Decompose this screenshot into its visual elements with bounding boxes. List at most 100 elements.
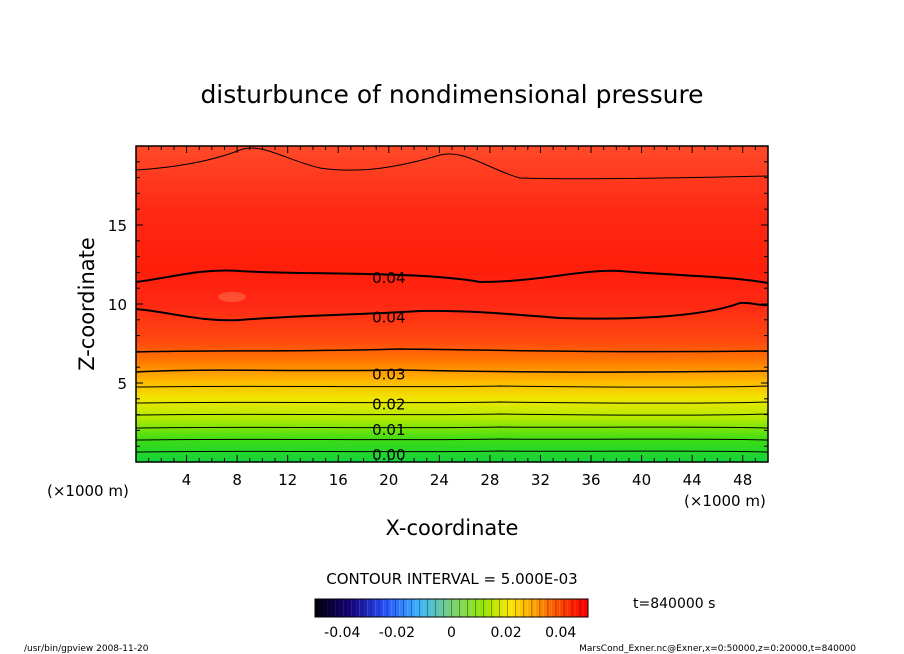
contour-label: 0.04 bbox=[372, 309, 405, 327]
colorbar-cell bbox=[419, 599, 424, 617]
x-tick-label: 40 bbox=[632, 471, 651, 489]
colorbar-tick-label: 0.04 bbox=[545, 625, 576, 641]
colorbar-cell bbox=[411, 599, 416, 617]
colorbar-cell bbox=[459, 599, 464, 617]
colorbar-cell bbox=[487, 599, 492, 617]
x-tick-label: 24 bbox=[430, 471, 449, 489]
x-tick-label: 16 bbox=[329, 471, 348, 489]
x-tick-label: 32 bbox=[531, 471, 550, 489]
colorbar-cell bbox=[379, 599, 384, 617]
colorbar-ticks: -0.04 -0.02 0 0.02 0.04 bbox=[324, 625, 576, 641]
colorbar-cell bbox=[503, 599, 508, 617]
colorbar-cell bbox=[399, 599, 404, 617]
colorbar-cell bbox=[335, 599, 340, 617]
contour-line-0.01 bbox=[136, 426, 768, 429]
contour-line-a bbox=[136, 348, 768, 353]
chart-title: disturbunce of nondimensional pressure bbox=[200, 80, 703, 109]
colorbar-cell bbox=[483, 599, 488, 617]
colorbar-cell bbox=[415, 599, 420, 617]
colorbar-cell bbox=[523, 599, 528, 617]
colorbar-cell bbox=[431, 599, 436, 617]
plot-background bbox=[136, 146, 768, 462]
colorbar-cell bbox=[383, 599, 388, 617]
footer-left: /usr/bin/gpview 2008-11-20 bbox=[24, 644, 149, 654]
y-axis-label: Z-coordinate bbox=[75, 237, 99, 371]
colorbar-cell bbox=[391, 599, 396, 617]
colorbar-tick-label: 0.02 bbox=[491, 625, 522, 641]
colorbar-cell bbox=[423, 599, 428, 617]
x-tick-label: 4 bbox=[182, 471, 192, 489]
colorbar-cell bbox=[499, 599, 504, 617]
contour-line-top bbox=[136, 147, 768, 180]
colorbar-cell bbox=[407, 599, 412, 617]
colorbar-cell bbox=[319, 599, 324, 617]
contour-label: 0.03 bbox=[372, 366, 405, 384]
contour-labels: 0.040.040.030.020.010.00 bbox=[372, 269, 405, 464]
contour-label: 0.04 bbox=[372, 269, 405, 287]
contour-line-b bbox=[136, 385, 768, 388]
colorbar-cell bbox=[559, 599, 564, 617]
colorbar-cell bbox=[495, 599, 500, 617]
contour-line-0.03 bbox=[136, 369, 768, 373]
x-axis-unit-left: (×1000 m) bbox=[47, 482, 129, 500]
colorbar-cell bbox=[443, 599, 448, 617]
colorbar-cell bbox=[427, 599, 432, 617]
colorbar-cell bbox=[543, 599, 548, 617]
colorbar-frame bbox=[314, 598, 589, 618]
colorbar-cell bbox=[491, 599, 496, 617]
x-axis-unit-right: (×1000 m) bbox=[684, 492, 766, 510]
x-axis-ticks: 4 8 12 16 20 24 28 32 36 40 44 48 bbox=[135, 146, 769, 489]
x-tick-label: 36 bbox=[581, 471, 600, 489]
contour-lines bbox=[136, 147, 768, 453]
colorbar-cell bbox=[555, 599, 560, 617]
colorbar-cell bbox=[347, 599, 352, 617]
colorbar-cell bbox=[359, 599, 364, 617]
contour-label: 0.01 bbox=[372, 421, 405, 439]
colorbar-cell bbox=[567, 599, 572, 617]
colorbar-cell bbox=[339, 599, 344, 617]
colorbar-cell bbox=[403, 599, 408, 617]
colorbar-cell bbox=[363, 599, 368, 617]
colorbar-cell bbox=[571, 599, 576, 617]
contour-interval-text: CONTOUR INTERVAL = 5.000E-03 bbox=[326, 570, 577, 588]
colorbar-cell bbox=[351, 599, 356, 617]
colorbar-cell bbox=[507, 599, 512, 617]
y-tick-label: 5 bbox=[117, 375, 127, 393]
x-tick-label: 12 bbox=[278, 471, 297, 489]
colorbar-cell bbox=[547, 599, 552, 617]
colorbar-cell bbox=[455, 599, 460, 617]
colorbar-cell bbox=[327, 599, 332, 617]
y-axis-ticks: 5 10 15 bbox=[108, 145, 768, 463]
colorbar-cell bbox=[355, 599, 360, 617]
colorbar-cell bbox=[519, 599, 524, 617]
colorbar-cell bbox=[575, 599, 580, 617]
colorbar-cell bbox=[315, 599, 320, 617]
colorbar-cell bbox=[439, 599, 444, 617]
colorbar-cell bbox=[323, 599, 328, 617]
colorbar-cell bbox=[479, 599, 484, 617]
x-tick-label: 28 bbox=[480, 471, 499, 489]
colorbar-cell bbox=[331, 599, 336, 617]
contour-line-0.00 bbox=[136, 450, 768, 453]
x-tick-label: 44 bbox=[683, 471, 702, 489]
colorbar-cell bbox=[367, 599, 372, 617]
contour-line-0.04-lower bbox=[136, 301, 768, 322]
colorbar-cell bbox=[563, 599, 568, 617]
contour-label: 0.02 bbox=[372, 396, 405, 414]
colorbar-cell bbox=[475, 599, 480, 617]
colorbar-tick-label: -0.04 bbox=[324, 625, 360, 641]
colorbar-cell bbox=[451, 599, 456, 617]
colorbar-cell bbox=[375, 599, 380, 617]
colorbar-cell bbox=[511, 599, 516, 617]
colorbar-cell bbox=[583, 599, 588, 617]
colorbar-cell bbox=[579, 599, 584, 617]
pressure-max-blob bbox=[218, 292, 246, 302]
colorbar-cell bbox=[515, 599, 520, 617]
colorbar-cell bbox=[435, 599, 440, 617]
colorbar-cell bbox=[539, 599, 544, 617]
colorbar-cell bbox=[395, 599, 400, 617]
colorbar-cell bbox=[467, 599, 472, 617]
x-tick-label: 48 bbox=[733, 471, 752, 489]
footer-right: MarsCond_Exner.nc@Exner,x=0:50000,z=0:20… bbox=[579, 644, 856, 654]
contour-line-d bbox=[136, 438, 768, 441]
